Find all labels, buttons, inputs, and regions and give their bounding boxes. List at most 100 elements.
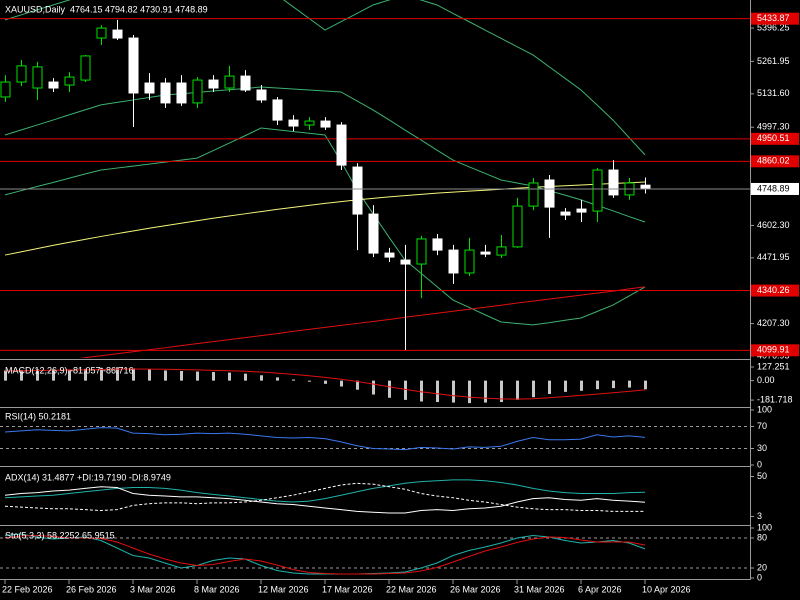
candle-body (176, 82, 187, 104)
overlay-line (4, 127, 646, 326)
macd-bar (516, 380, 519, 400)
x-tick-label: 3 Mar 2026 (130, 584, 176, 594)
candle-body (48, 81, 59, 89)
candle-body (576, 208, 587, 213)
y-tick-label: 3 (757, 511, 762, 521)
y-tick-label: 5396.25 (757, 22, 790, 32)
candle-body (144, 82, 155, 94)
y-tick-label: 4471.95 (757, 252, 790, 262)
candle-body (272, 99, 283, 121)
candle-body (592, 169, 603, 212)
y-tick-label: 4207.30 (757, 318, 790, 328)
macd-bar (148, 369, 151, 381)
candle-body (512, 205, 523, 248)
candle-body (464, 249, 475, 274)
candle-body (240, 75, 251, 91)
candle-body (544, 179, 555, 208)
candle-body (384, 252, 395, 258)
macd-bar (612, 380, 615, 389)
candle-body (448, 249, 459, 274)
candle-body (96, 27, 107, 39)
panel-title: RSI(14) 50.2181 (5, 411, 71, 421)
macd-bar (500, 380, 503, 403)
y-tick-label: 100 (757, 404, 772, 414)
y-tick-label: 50 (757, 471, 767, 481)
macd-bar (4, 370, 7, 381)
candle-body (496, 246, 507, 256)
y-tick-label: 0.00 (757, 375, 775, 385)
y-tick-label: 0 (757, 572, 762, 582)
x-tick-label: 8 Mar 2026 (194, 584, 240, 594)
x-tick-label: 12 Mar 2026 (258, 584, 309, 594)
macd-bar (52, 369, 55, 381)
candle-body (528, 182, 539, 207)
macd-bar (68, 369, 71, 381)
candle-body (288, 119, 299, 127)
macd-bar (388, 380, 391, 398)
macd-bar (132, 368, 135, 381)
y-tick-label: 30 (757, 443, 767, 453)
macd-bar (468, 380, 471, 404)
candle-body (352, 166, 363, 215)
price-label-box (751, 182, 799, 195)
macd-bar (116, 367, 119, 381)
level-label-box (751, 155, 799, 168)
y-tick-label: 80 (757, 532, 767, 542)
level-label: 4950.51 (757, 133, 790, 143)
macd-bar (276, 377, 279, 381)
macd-bar (564, 380, 567, 392)
y-tick-label: 5131.60 (757, 88, 790, 98)
candle-body (432, 238, 443, 251)
indicator-line (4, 486, 646, 514)
candle-body (336, 124, 347, 166)
macd-bar (372, 380, 375, 395)
overlay-line (4, 0, 646, 156)
y-tick-label: 4997.30 (757, 122, 790, 132)
x-tick-label: 26 Feb 2026 (66, 584, 117, 594)
x-tick-label: 10 Apr 2026 (642, 584, 691, 594)
candle-body (400, 259, 411, 265)
candle-body (160, 82, 171, 104)
macd-bar (436, 380, 439, 403)
level-label-box (751, 284, 799, 297)
x-tick-label: 22 Mar 2026 (386, 584, 437, 594)
y-tick-label: 20 (757, 562, 767, 572)
macd-bar (308, 380, 311, 382)
candle-body (480, 251, 491, 255)
macd-bar (484, 380, 487, 403)
panel-title: ADX(14) 31.4877 +DI:19.7190 -DI:8.9749 (5, 472, 171, 482)
macd-bar (196, 371, 199, 381)
candle-body (112, 29, 123, 39)
indicator-line (4, 482, 646, 512)
candle-body (80, 55, 91, 81)
macd-bar (292, 379, 295, 381)
indicator-line (4, 427, 646, 451)
signal-line (4, 368, 646, 400)
macd-bar (20, 369, 23, 381)
macd-bar (164, 370, 167, 381)
macd-bar (244, 373, 247, 381)
candle-body (0, 81, 11, 98)
candle-body (560, 211, 571, 216)
macd-bar (404, 380, 407, 400)
x-tick-label: 26 Mar 2026 (450, 584, 501, 594)
indicator-line (4, 479, 646, 503)
price-label: 4748.89 (757, 183, 790, 193)
macd-bar (644, 380, 647, 390)
level-label: 4860.02 (757, 156, 790, 166)
candle-body (208, 79, 219, 89)
macd-bar (580, 380, 583, 391)
level-label-box (751, 344, 799, 357)
candle-body (304, 120, 315, 126)
x-tick-label: 31 Mar 2026 (514, 584, 565, 594)
y-tick-label: 4602.30 (757, 220, 790, 230)
macd-bar (596, 380, 599, 390)
macd-bar (84, 368, 87, 381)
candle-body (608, 169, 619, 196)
macd-bar (100, 367, 103, 381)
overlay-line (78, 286, 646, 358)
candle-body (640, 184, 651, 190)
x-tick-label: 17 Mar 2026 (322, 584, 373, 594)
panel-title: MACD(12,26,9) -81.057 -86.716 (5, 365, 134, 375)
